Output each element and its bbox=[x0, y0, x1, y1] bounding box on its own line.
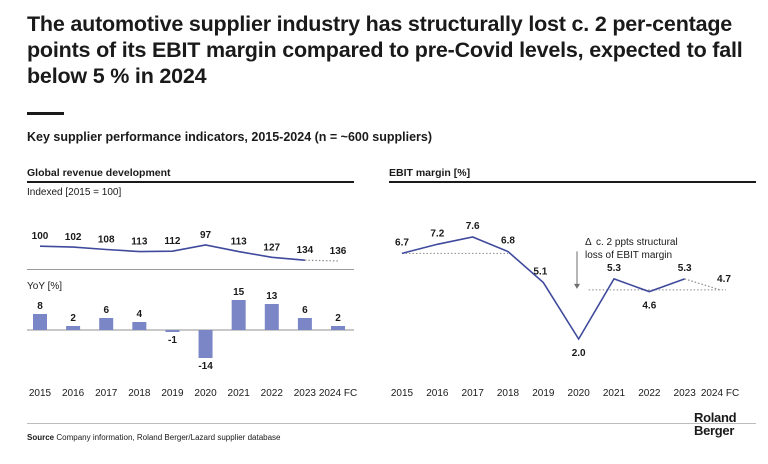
yoy-bar bbox=[264, 304, 279, 330]
left-x-tick-label: 2024 FC bbox=[319, 388, 357, 399]
revenue-forecast-line bbox=[304, 259, 339, 262]
revenue-value-label: 100 bbox=[32, 231, 49, 242]
revenue-value-label: 108 bbox=[98, 235, 115, 246]
revenue-index-chart: 100 102 108 113 112 97 113 127 134 136 bbox=[32, 230, 347, 262]
left-x-tick-label: 2022 bbox=[261, 388, 284, 399]
annotation-line-2: loss of EBIT margin bbox=[585, 250, 672, 261]
right-x-tick-label: 2024 FC bbox=[701, 388, 739, 399]
right-x-tick-label: 2019 bbox=[532, 388, 555, 399]
yoy-value-label: 13 bbox=[266, 291, 278, 302]
revenue-value-label: 134 bbox=[297, 245, 314, 256]
yoy-bar bbox=[165, 330, 180, 332]
right-panel-title: EBIT margin [%] bbox=[389, 167, 471, 179]
ebit-value-label: 4.7 bbox=[717, 274, 731, 285]
ebit-value-label: 4.6 bbox=[642, 301, 656, 312]
yoy-bar-chart: 8 2 6 4 -1 -14 15 13 6 2 2015 2016 2017 2018 2019 2020 2… bbox=[27, 287, 357, 399]
ebit-value-label: 6.7 bbox=[395, 237, 409, 248]
right-x-tick-label: 2017 bbox=[462, 388, 485, 399]
yoy-value-label: 4 bbox=[137, 309, 143, 320]
revenue-value-label: 113 bbox=[131, 237, 148, 248]
revenue-value-label: 97 bbox=[200, 230, 212, 241]
ebit-line bbox=[401, 236, 685, 341]
left-x-tick-label: 2021 bbox=[228, 388, 251, 399]
right-panel-rule bbox=[389, 181, 756, 183]
yoy-label: YoY [%] bbox=[27, 281, 63, 292]
right-x-tick-label: 2023 bbox=[674, 388, 697, 399]
ebit-value-label: 6.8 bbox=[501, 236, 515, 247]
left-panel-title: Global revenue development bbox=[27, 167, 171, 179]
revenue-value-label: 102 bbox=[65, 232, 82, 243]
yoy-bar bbox=[132, 322, 147, 330]
yoy-value-label: 2 bbox=[335, 313, 341, 324]
yoy-value-label: -14 bbox=[198, 361, 213, 372]
yoy-bar bbox=[99, 318, 114, 330]
footer-rule bbox=[27, 423, 756, 424]
structural-loss-arrowhead bbox=[574, 283, 580, 289]
left-x-tick-label: 2023 bbox=[294, 388, 317, 399]
ebit-annotation: Δ c. 2 ppts structural loss of EBIT marg… bbox=[585, 237, 678, 261]
revenue-value-label: 113 bbox=[231, 237, 248, 248]
headline: The automotive supplier industry has str… bbox=[27, 12, 743, 88]
yoy-bar bbox=[198, 330, 213, 358]
right-x-tick-label: 2020 bbox=[568, 388, 591, 399]
left-x-tick-label: 2017 bbox=[95, 388, 118, 399]
yoy-value-label: 6 bbox=[302, 305, 308, 316]
source-note: Source Company information, Roland Berge… bbox=[27, 433, 281, 442]
ebit-forecast-line bbox=[684, 278, 721, 291]
yoy-bar bbox=[297, 318, 312, 330]
yoy-value-label: 8 bbox=[37, 301, 43, 312]
ebit-value-label: 7.2 bbox=[430, 228, 444, 239]
source-label: Source bbox=[27, 433, 55, 442]
roland-berger-logo: Roland Berger bbox=[694, 410, 737, 438]
yoy-value-label: 2 bbox=[70, 313, 76, 324]
ebit-margin-chart: 6.7 7.2 7.6 6.8 5.1 2.0 5.3 4.6 5.3 4.7 2015 2016 20… bbox=[391, 221, 739, 399]
revenue-value-label: 112 bbox=[164, 236, 181, 247]
left-x-tick-label: 2015 bbox=[29, 388, 52, 399]
yoy-bar bbox=[66, 326, 81, 330]
yoy-bar bbox=[331, 326, 345, 330]
yoy-value-label: 6 bbox=[103, 305, 109, 316]
yoy-bar bbox=[33, 314, 47, 330]
right-x-tick-label: 2015 bbox=[391, 388, 414, 399]
revenue-line bbox=[39, 244, 305, 261]
left-x-tick-label: 2019 bbox=[161, 388, 184, 399]
ebit-value-label: 5.3 bbox=[607, 263, 621, 274]
ebit-value-label: 5.3 bbox=[678, 263, 692, 274]
chart-subtitle: Key supplier performance indicators, 201… bbox=[27, 130, 433, 144]
yoy-bar bbox=[231, 300, 246, 330]
source-text: Company information, Roland Berger/Lazar… bbox=[56, 433, 281, 442]
ebit-value-label: 2.0 bbox=[572, 348, 586, 359]
left-x-tick-label: 2018 bbox=[128, 388, 151, 399]
left-panel-rule bbox=[27, 181, 354, 183]
ebit-value-label: 7.6 bbox=[466, 221, 480, 232]
indexed-label: Indexed [2015 = 100] bbox=[27, 187, 122, 198]
ebit-value-label: 5.1 bbox=[533, 267, 547, 278]
right-x-tick-label: 2022 bbox=[638, 388, 661, 399]
revenue-value-label: 127 bbox=[263, 242, 280, 253]
headline-accent-rule bbox=[27, 112, 64, 115]
left-x-tick-label: 2020 bbox=[194, 388, 217, 399]
annotation-delta-symbol: Δ bbox=[585, 237, 592, 248]
left-x-tick-label: 2016 bbox=[62, 388, 85, 399]
right-x-tick-label: 2018 bbox=[497, 388, 520, 399]
annotation-line-1: c. 2 ppts structural bbox=[596, 237, 678, 248]
right-x-tick-label: 2016 bbox=[426, 388, 449, 399]
revenue-value-label: 136 bbox=[330, 246, 347, 257]
logo-line-2: Berger bbox=[694, 423, 735, 438]
right-x-tick-label: 2021 bbox=[603, 388, 626, 399]
panel-divider bbox=[27, 269, 354, 270]
yoy-value-label: 15 bbox=[233, 287, 245, 298]
logo-line-1: Roland bbox=[694, 410, 737, 425]
yoy-value-label: -1 bbox=[168, 335, 177, 346]
